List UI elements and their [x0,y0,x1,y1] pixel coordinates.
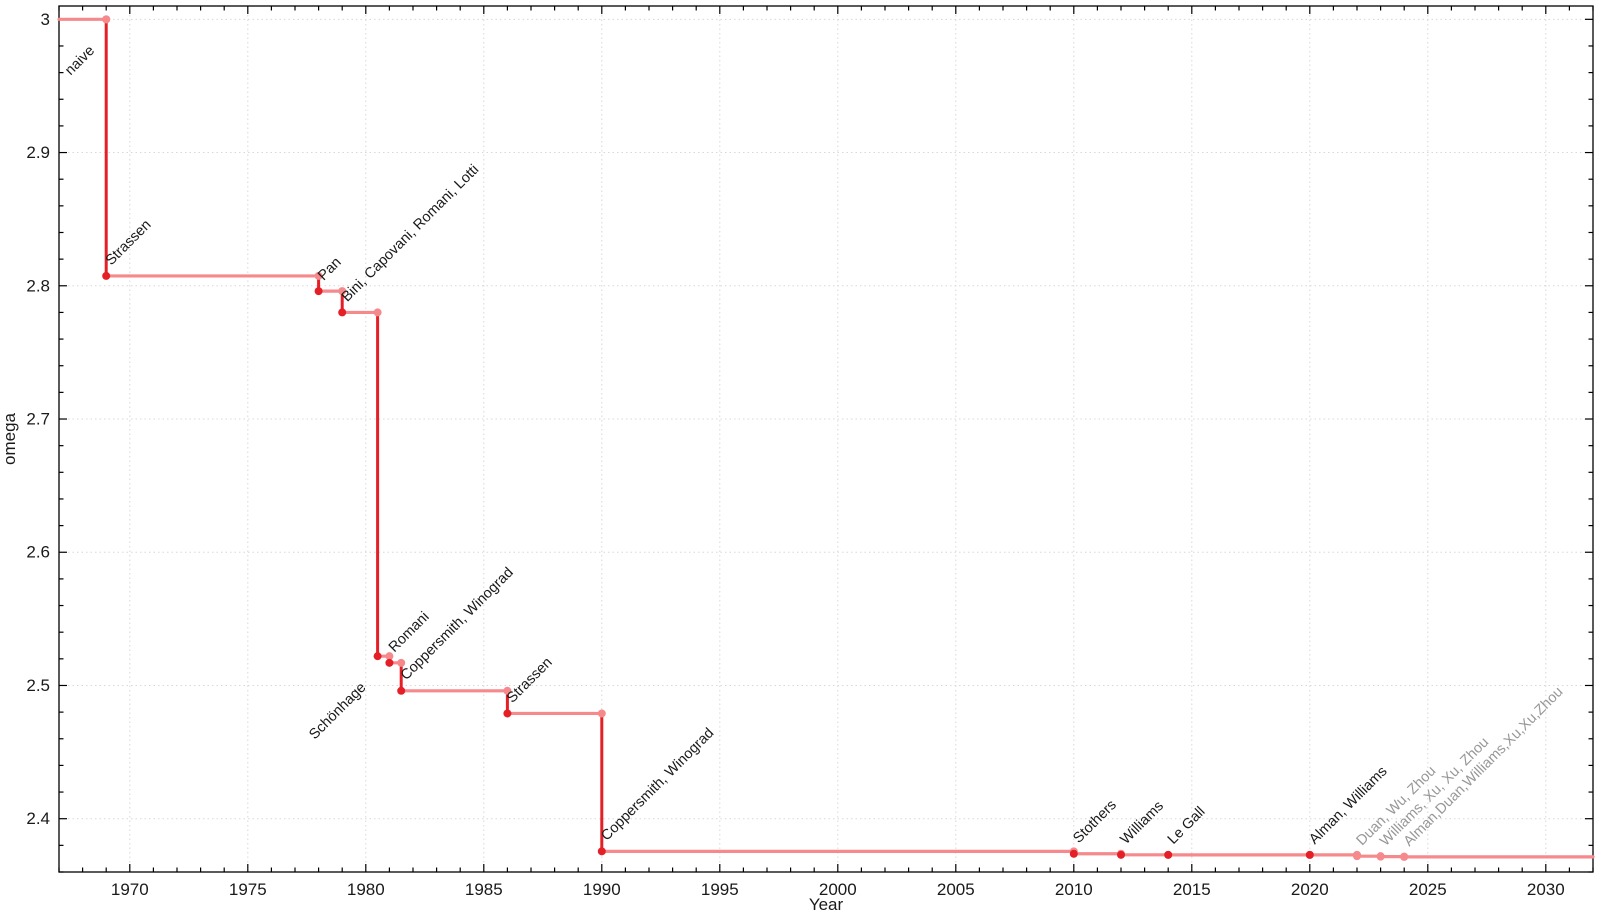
x-tick-label: 2015 [1173,880,1211,899]
x-tick-label: 1980 [347,880,385,899]
drop-top-marker [385,652,394,661]
data-point-marker [1376,852,1385,861]
data-point-marker [338,308,347,317]
point-label: naive [62,43,98,79]
data-point-marker [314,287,323,296]
data-point-marker [1400,852,1409,861]
data-point-marker [1117,850,1125,859]
axis-ticks [58,6,1594,873]
drop-top-marker [597,709,606,718]
tick-labels: 1970 1975 1980 1985 1990 1995 2000 2005 2010 2015… [26,10,1564,899]
x-tick-label: 2010 [1055,880,1093,899]
gridlines [59,6,1593,872]
y-tick-label: 2.5 [26,676,50,695]
step-line-vertical-segments [104,19,1406,857]
y-tick-label: 2.9 [26,143,50,162]
data-point-markers [102,15,1409,861]
point-label: Bini, Capovani, Romani, Lotti [339,162,483,306]
x-tick-label: 1985 [465,880,503,899]
point-label: Williams, Xu, Xu, Zhou [1377,734,1492,849]
data-point-marker [597,847,606,856]
drop-top-markers [102,15,1409,861]
x-tick-label: 2005 [937,880,975,899]
y-axis-title: omega [0,412,19,465]
x-axis-title: Year [809,895,844,914]
x-tick-label: 1990 [583,880,621,899]
data-point-marker [102,15,111,24]
step-line-horizontal-segments [57,17,1595,859]
drop-top-marker [338,287,347,296]
point-label: Le Gall [1165,804,1209,848]
point-label: Strassen [504,654,556,706]
drop-top-marker [503,686,512,695]
x-tick-label: 2000 [819,880,857,899]
data-point-marker [503,709,512,718]
y-tick-label: 2.7 [26,410,50,429]
data-point-marker [385,658,394,667]
point-label: Williams [1118,798,1167,847]
point-label: Strassen [103,217,155,269]
point-label: Schönhage [306,680,369,743]
x-tick-label: 1995 [701,880,739,899]
data-point-marker [373,652,382,661]
point-label: Coppersmith, Winograd [598,725,717,844]
data-point-marker [1353,852,1361,861]
y-tick-label: 3 [41,10,50,29]
x-tick-label: 2020 [1291,880,1329,899]
x-tick-label: 2025 [1409,880,1447,899]
y-tick-label: 2.8 [26,276,50,295]
x-tick-label: 1970 [111,880,149,899]
y-tick-label: 2.6 [26,543,50,562]
data-point-marker [397,686,406,695]
data-point-marker [102,271,111,280]
data-point-marker [1305,850,1314,859]
y-tick-label: 2.4 [26,809,50,828]
drop-top-marker [314,271,323,280]
point-label: Stothers [1070,797,1119,846]
drop-top-marker [397,658,406,667]
data-point-marker [1069,849,1078,858]
drop-top-marker [373,308,382,317]
x-tick-label: 2030 [1527,880,1565,899]
data-point-marker [1164,850,1173,859]
x-tick-label: 1975 [229,880,267,899]
axis-frame [58,5,1594,873]
